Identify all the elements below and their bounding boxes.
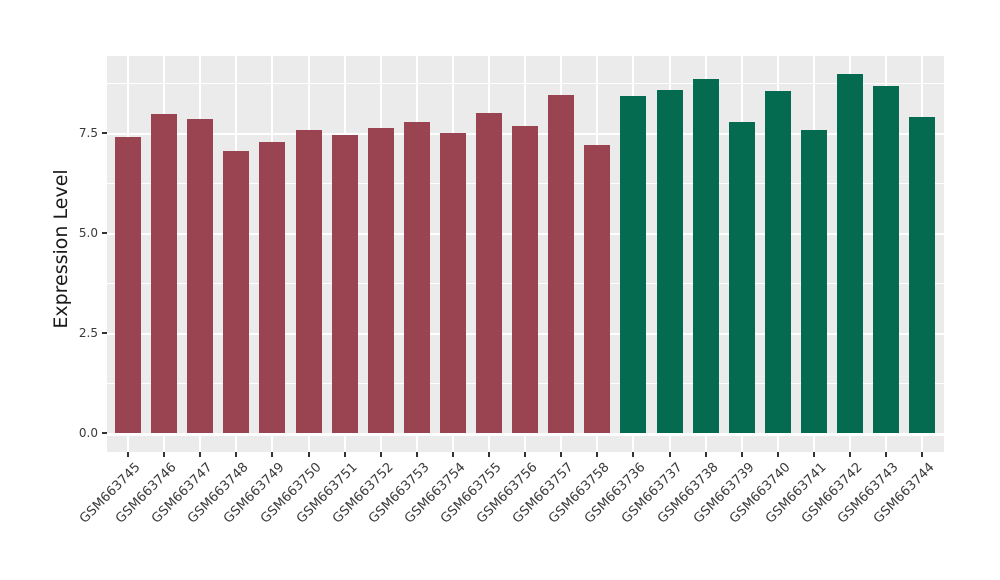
y-tick-label-5.0: 5.0 bbox=[78, 226, 98, 240]
y-tick-0.0 bbox=[102, 432, 107, 434]
bar-GSM663757 bbox=[548, 95, 575, 433]
bar-GSM663748 bbox=[223, 150, 250, 433]
bar-GSM663745 bbox=[115, 136, 141, 433]
x-tick-GSM663745 bbox=[127, 452, 129, 457]
bar-GSM663741 bbox=[800, 129, 827, 433]
x-tick-GSM663753 bbox=[415, 452, 418, 457]
x-tick-GSM663740 bbox=[776, 452, 779, 457]
x-tick-GSM663749 bbox=[271, 452, 274, 457]
bar-GSM663736 bbox=[620, 95, 647, 433]
x-tick-GSM663746 bbox=[163, 452, 166, 457]
bar-GSM663752 bbox=[367, 128, 394, 433]
x-tick-GSM663747 bbox=[199, 452, 202, 457]
x-tick-GSM663754 bbox=[451, 452, 454, 457]
bar-GSM663751 bbox=[331, 134, 358, 433]
x-tick-GSM663756 bbox=[524, 452, 527, 457]
bar-GSM663746 bbox=[151, 114, 178, 433]
bar-GSM663737 bbox=[656, 89, 683, 433]
x-tick-GSM663741 bbox=[812, 452, 815, 457]
x-tick-GSM663750 bbox=[307, 452, 310, 457]
plot-panel bbox=[107, 56, 944, 452]
x-tick-GSM663758 bbox=[596, 452, 599, 457]
x-tick-GSM663744 bbox=[921, 452, 924, 457]
bar-GSM663747 bbox=[187, 119, 214, 433]
bar-GSM663756 bbox=[512, 125, 539, 433]
bar-GSM663740 bbox=[764, 90, 791, 433]
x-tick-GSM663748 bbox=[235, 452, 238, 457]
y-tick-5.0 bbox=[102, 232, 107, 234]
bar-GSM663744 bbox=[909, 116, 936, 433]
bar-GSM663749 bbox=[259, 142, 286, 433]
y-tick-label-7.5: 7.5 bbox=[78, 126, 98, 140]
bar-GSM663753 bbox=[403, 122, 430, 433]
x-tick-GSM663737 bbox=[668, 452, 671, 457]
x-tick-GSM663751 bbox=[343, 452, 346, 457]
y-tick-2.5 bbox=[102, 332, 107, 334]
bar-GSM663742 bbox=[837, 74, 863, 433]
bar-GSM663743 bbox=[873, 85, 900, 433]
x-tick-GSM663752 bbox=[379, 452, 382, 457]
x-tick-GSM663757 bbox=[560, 452, 563, 457]
y-tick-7.5 bbox=[102, 132, 107, 134]
bar-GSM663758 bbox=[584, 145, 611, 433]
bar-GSM663754 bbox=[439, 133, 466, 433]
x-tick-GSM663743 bbox=[885, 452, 888, 457]
x-tick-GSM663742 bbox=[849, 452, 851, 457]
bar-GSM663755 bbox=[476, 113, 502, 433]
x-tick-GSM663755 bbox=[488, 452, 490, 457]
bar-GSM663750 bbox=[295, 130, 322, 433]
y-tick-label-2.5: 2.5 bbox=[78, 326, 98, 340]
x-tick-GSM663736 bbox=[632, 452, 635, 457]
bar-GSM663738 bbox=[692, 79, 719, 433]
x-tick-GSM663739 bbox=[740, 452, 743, 457]
x-tick-GSM663738 bbox=[704, 452, 707, 457]
bar-GSM663739 bbox=[728, 121, 755, 433]
y-tick-label-0.0: 0.0 bbox=[78, 426, 98, 440]
